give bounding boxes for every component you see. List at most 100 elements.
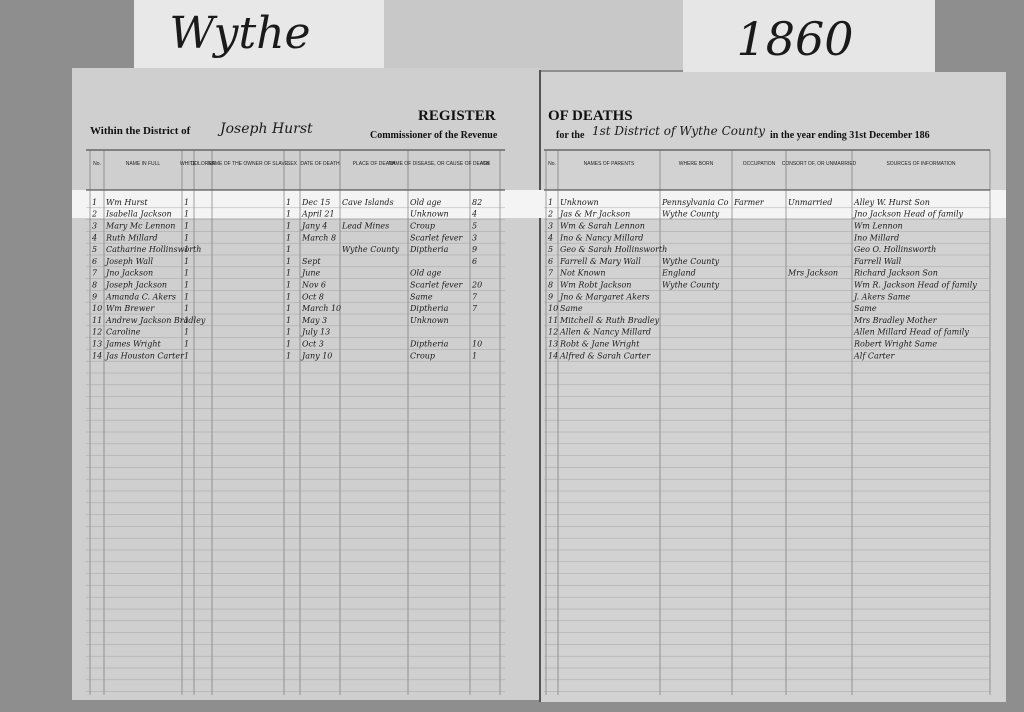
entry: Wm & Sarah Lennon bbox=[560, 221, 645, 230]
entry: Joseph Wall bbox=[104, 257, 154, 266]
entry: Geo & Sarah Hollinsworth bbox=[560, 245, 667, 254]
year-label-card bbox=[683, 0, 935, 76]
entry: Wm Brewer bbox=[106, 304, 155, 313]
entry: Diptheria bbox=[409, 245, 449, 254]
entry: Mary Mc Lennon bbox=[105, 221, 175, 230]
entry: Unknown bbox=[410, 316, 449, 325]
column-header: No. bbox=[93, 161, 101, 167]
entry: 9 bbox=[472, 245, 477, 254]
entry: 13 bbox=[92, 339, 102, 348]
entry: 1 bbox=[286, 339, 291, 348]
entry: 6 bbox=[92, 257, 97, 266]
entry: 1 bbox=[184, 233, 189, 242]
entry: April 21 bbox=[301, 210, 335, 219]
entry: Farrell Wall bbox=[853, 257, 902, 266]
entry: Wythe County bbox=[662, 257, 720, 266]
entry: 14 bbox=[92, 351, 102, 360]
entry: 1 bbox=[184, 245, 189, 254]
entry: Geo O. Hollinsworth bbox=[854, 245, 936, 254]
entry: Same bbox=[854, 304, 877, 313]
entry: 11 bbox=[92, 316, 102, 325]
entry: March 8 bbox=[301, 233, 336, 242]
county-label-card bbox=[134, 0, 384, 68]
column-header: SOURCES OF INFORMATION bbox=[886, 161, 955, 167]
entry: 5 bbox=[472, 221, 477, 230]
entry: 1 bbox=[184, 198, 189, 207]
entry: 1 bbox=[286, 221, 291, 230]
entry: Jno Jackson bbox=[104, 269, 153, 278]
entry: March 10 bbox=[301, 304, 341, 313]
entry: Wythe County bbox=[662, 210, 720, 219]
column-header: SEX bbox=[287, 161, 298, 167]
entry: Alf Carter bbox=[853, 351, 896, 360]
entry: 7 bbox=[472, 304, 478, 313]
entry: 82 bbox=[472, 198, 482, 207]
entry: Mrs Bradley Mother bbox=[853, 316, 938, 325]
entry: 13 bbox=[548, 339, 558, 348]
entry: 14 bbox=[548, 351, 558, 360]
entry: 3 bbox=[548, 221, 553, 230]
entry: 5 bbox=[548, 245, 553, 254]
entry: 1 bbox=[184, 210, 189, 219]
entry: Mrs Jackson bbox=[787, 269, 838, 278]
entry: Croup bbox=[410, 351, 435, 360]
entry: 1 bbox=[184, 292, 189, 301]
entry: Diptheria bbox=[409, 304, 449, 313]
entry: Pennsylvania Co bbox=[661, 198, 729, 207]
entry: 1 bbox=[472, 351, 477, 360]
entry: Same bbox=[410, 292, 433, 301]
entry: Diptheria bbox=[409, 339, 449, 348]
entry: May 3 bbox=[301, 316, 327, 325]
entry: 1 bbox=[286, 233, 291, 242]
entry: Nov 6 bbox=[301, 280, 326, 289]
entry: 1 bbox=[286, 257, 291, 266]
entry: Wm Lennon bbox=[854, 221, 903, 230]
entry: 1 bbox=[184, 304, 189, 313]
title-left: REGISTER bbox=[418, 108, 496, 124]
entry: Wythe County bbox=[662, 280, 720, 289]
county-label: Wythe bbox=[169, 8, 310, 59]
entry: 12 bbox=[92, 328, 102, 337]
left-prefix: Within the District of bbox=[90, 125, 191, 137]
entry: Old age bbox=[410, 269, 442, 278]
entry: 9 bbox=[548, 292, 553, 301]
entry: Robert Wright Same bbox=[853, 339, 937, 348]
entry: Oct 3 bbox=[302, 339, 324, 348]
entry: 10 bbox=[548, 304, 558, 313]
right-suffix: in the year ending 31st December 186 bbox=[770, 130, 930, 141]
entry: 1 bbox=[184, 257, 189, 266]
entry: Scarlet fever bbox=[410, 233, 464, 242]
entry: 1 bbox=[286, 280, 291, 289]
entry: Catharine Hollinsworth bbox=[106, 245, 201, 254]
entry: 20 bbox=[471, 280, 482, 289]
entry: 1 bbox=[184, 221, 189, 230]
entry: Unmarried bbox=[788, 198, 832, 207]
entry: Dec 15 bbox=[301, 198, 330, 207]
entry: July 13 bbox=[300, 328, 330, 337]
entry: Ruth Millard bbox=[105, 233, 158, 242]
entry: 1 bbox=[286, 245, 291, 254]
commissioner: Joseph Hurst bbox=[217, 121, 313, 137]
entry: 7 bbox=[92, 269, 98, 278]
entry: 4 bbox=[91, 233, 97, 242]
entry: 10 bbox=[472, 339, 482, 348]
entry: Joseph Jackson bbox=[104, 280, 167, 289]
entry: Robt & Jane Wright bbox=[559, 339, 640, 348]
year-label: 1860 bbox=[736, 12, 853, 66]
entry: Same bbox=[560, 304, 583, 313]
entry: 7 bbox=[548, 269, 554, 278]
entry: Lead Mines bbox=[341, 221, 389, 230]
entry: Mitchell & Ruth Bradley bbox=[559, 316, 660, 325]
column-header: COLORED bbox=[191, 161, 216, 167]
entry: 1 bbox=[286, 328, 291, 337]
column-header: NAME IN FULL bbox=[126, 161, 161, 167]
entry: Allen & Nancy Millard bbox=[559, 328, 651, 337]
entry: Richard Jackson Son bbox=[853, 269, 938, 278]
column-header: NAME OF THE OWNER OF SLAVE bbox=[208, 161, 289, 167]
column-header: NAMES OF PARENTS bbox=[584, 161, 635, 167]
entry: James Wright bbox=[104, 339, 161, 348]
entry: 1 bbox=[184, 328, 189, 337]
entry: 1 bbox=[184, 351, 189, 360]
entry: Cave Islands bbox=[342, 198, 394, 207]
column-header: WHERE BORN bbox=[679, 161, 714, 167]
